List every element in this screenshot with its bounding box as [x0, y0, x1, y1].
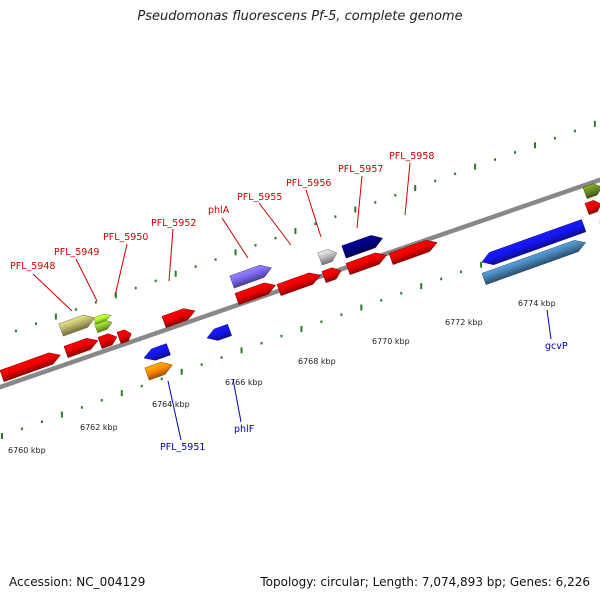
gene-label-reverse: gcvP	[545, 341, 568, 352]
feature-arrow-pfl-5958	[388, 239, 438, 265]
feature-arrow-pfl-5947	[0, 352, 61, 382]
feature-arrow-pfl-5951	[143, 343, 171, 361]
genome-summary-text: Topology: circular; Length: 7,074,893 bp…	[260, 575, 590, 589]
feature-arrow-steel-feature	[481, 240, 587, 285]
map-title: Pseudomonas fluorescens Pf-5, complete g…	[137, 9, 463, 24]
scale-tick-label: 6760 kbp	[8, 446, 46, 455]
leader-line	[114, 243, 128, 297]
gene-label-forward: PFL_5957	[338, 164, 383, 175]
feature-arrow-navy-feature	[341, 235, 384, 259]
feature-arrow-slate-feature	[229, 264, 272, 289]
feature-arrow-lime-feature	[93, 314, 112, 325]
leader-line	[75, 258, 98, 302]
leader-line	[32, 273, 73, 312]
feature-arrow-pfl-5956	[321, 267, 342, 283]
feature-arrow-pfl-5952	[161, 308, 196, 328]
feature-arrow-pfl-5948	[63, 338, 99, 358]
gene-label-forward: PFL_5952	[151, 218, 196, 229]
scale-tick-label: 6770 kbp	[372, 337, 410, 346]
leader-line	[356, 175, 363, 229]
leader-line	[305, 189, 322, 238]
gene-label-forward: PFL_5949	[54, 247, 99, 258]
accession-text: Accession: NC_004129	[9, 575, 146, 589]
scale-tick-label: 6764 kbp	[152, 400, 190, 409]
feature-arrow-pfl-5959	[584, 200, 600, 215]
feature-arrow-pfl-5950	[116, 329, 132, 344]
scale-tick-label: 6772 kbp	[445, 318, 483, 327]
feature-arrow-gcvP	[481, 219, 587, 266]
feature-arrow-silver-feature	[317, 248, 338, 266]
gene-label-forward: phlA	[208, 205, 230, 216]
feature-arrow-pfl-5957	[345, 252, 388, 275]
leader-line	[258, 202, 292, 246]
gene-label-forward: PFL_5956	[286, 178, 331, 189]
scale-tick-label: 6762 kbp	[80, 423, 118, 432]
leader-line	[404, 162, 411, 216]
gene-label-reverse: phlF	[234, 424, 254, 435]
leader-line	[546, 309, 552, 340]
upper-tick-track	[14, 120, 596, 333]
gene-label-reverse: PFL_5951	[160, 442, 205, 453]
scale-tick-label: 6774 kbp	[518, 299, 556, 308]
leader-line	[167, 380, 182, 441]
leader-line	[232, 378, 242, 423]
feature-arrow-phlF	[206, 323, 232, 341]
leader-line	[221, 217, 249, 259]
feature-track	[0, 183, 600, 382]
gene-label-forward: PFL_5958	[389, 151, 434, 162]
gene-label-forward: PFL_5948	[10, 261, 55, 272]
scale-tick-label: 6768 kbp	[298, 357, 336, 366]
leader-line	[168, 228, 174, 282]
gene-label-forward: PFL_5950	[103, 232, 148, 243]
scale-tick-label: 6766 kbp	[225, 378, 263, 387]
feature-arrow-pfl-5955	[276, 272, 321, 296]
feature-arrow-khaki-feature	[58, 314, 96, 337]
feature-arrow-orange-feature	[144, 361, 173, 381]
feature-arrow-phlA	[234, 282, 277, 305]
gene-label-forward: PFL_5955	[237, 192, 282, 203]
feature-arrow-pfl-5949	[97, 333, 118, 349]
